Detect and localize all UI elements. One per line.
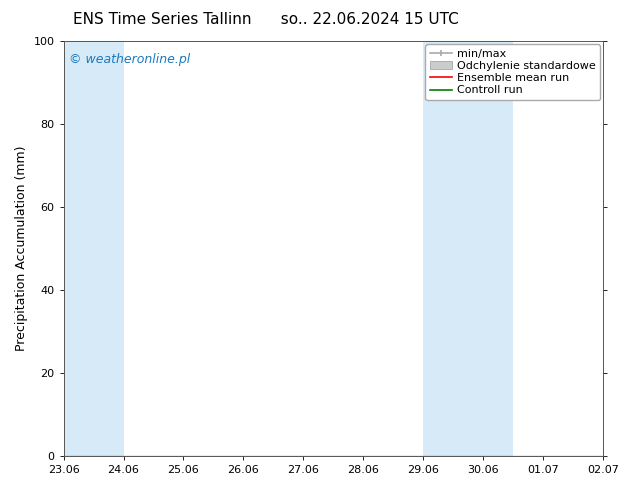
Y-axis label: Precipitation Accumulation (mm): Precipitation Accumulation (mm) [15,146,28,351]
Bar [603,41,634,456]
Text: ENS Time Series Tallinn      so.. 22.06.2024 15 UTC: ENS Time Series Tallinn so.. 22.06.2024 … [74,12,459,27]
Legend: min/max, Odchylenie standardowe, Ensemble mean run, Controll run: min/max, Odchylenie standardowe, Ensembl… [425,45,600,100]
Text: © weatheronline.pl: © weatheronline.pl [69,53,190,67]
Bar [63,41,124,456]
Bar [424,41,513,456]
